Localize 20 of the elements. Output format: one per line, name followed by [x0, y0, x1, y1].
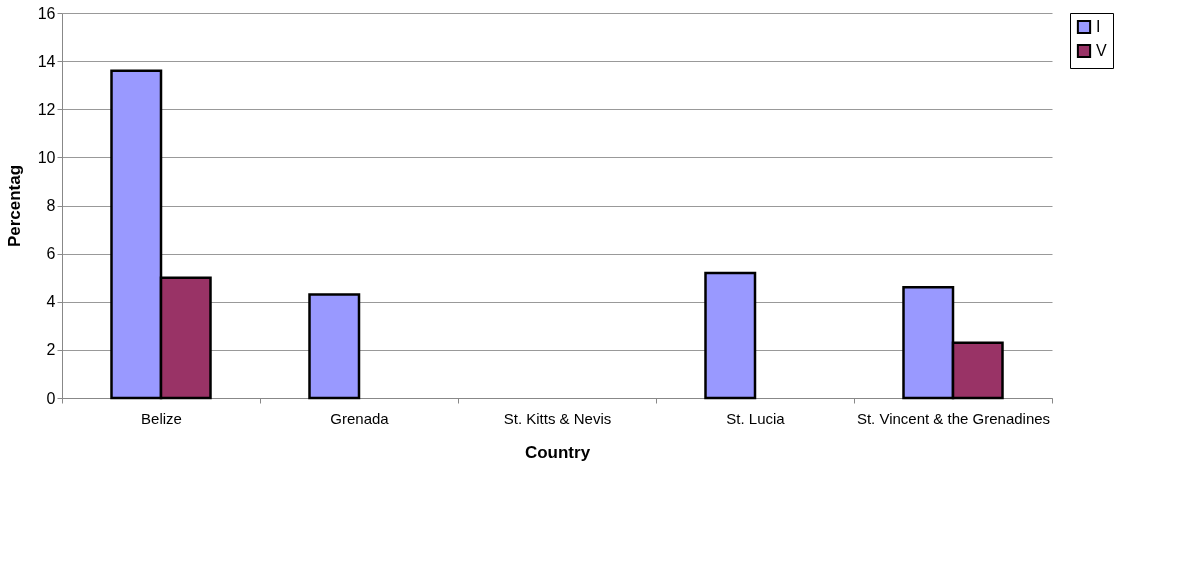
bar [704, 271, 757, 400]
y-tick-label: 14 [37, 52, 56, 70]
y-tick-label: 2 [46, 341, 56, 359]
x-tick-label: St. Kitts & Nevis [503, 409, 612, 427]
y-tick-label: 10 [37, 148, 56, 166]
y-tick-label: 0 [46, 389, 56, 407]
x-tick-label: St. Lucia [726, 409, 786, 427]
x-tick-label: St. Vincent & the Grenadines [856, 409, 1051, 427]
y-tick-label: 12 [37, 100, 56, 118]
y-tick-label: 6 [46, 245, 56, 263]
y-tick-label: 8 [46, 197, 56, 214]
legend-label: I [1096, 18, 1101, 35]
legend-label: V [1096, 42, 1107, 59]
y-tick-label: 16 [37, 4, 56, 22]
y-axis-title: Percentag [4, 164, 24, 248]
x-tick-label: Belize [141, 409, 182, 427]
x-tick-label: Grenada [330, 409, 390, 427]
x-axis-title: Country [524, 442, 591, 462]
bar [308, 293, 361, 400]
y-tick-label: 4 [46, 293, 56, 311]
